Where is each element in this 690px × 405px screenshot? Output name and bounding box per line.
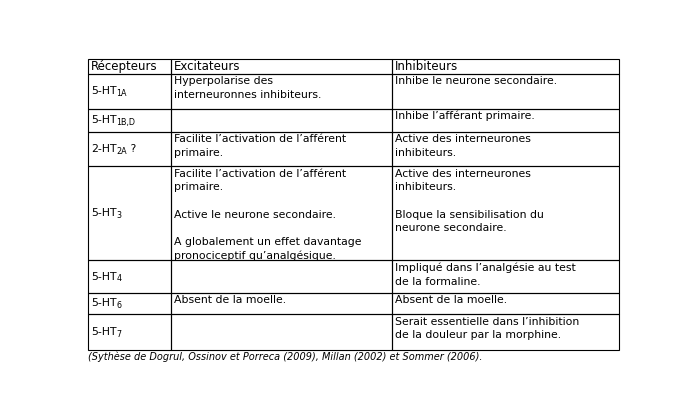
- Text: 7: 7: [117, 330, 121, 339]
- Text: 5-HT: 5-HT: [91, 271, 117, 281]
- Text: 5-HT: 5-HT: [91, 86, 117, 96]
- Text: Active des interneurones
inhibiteurs.

Bloque la sensibilisation du
neurone seco: Active des interneurones inhibiteurs. Bl…: [395, 169, 544, 233]
- Text: 2A: 2A: [117, 147, 127, 156]
- Text: Facilite l’activation de l’afférent
primaire.: Facilite l’activation de l’afférent prim…: [174, 134, 346, 158]
- Text: Serait essentielle dans l’inhibition
de la douleur par la morphine.: Serait essentielle dans l’inhibition de …: [395, 317, 579, 340]
- Text: Inhibe le neurone secondaire.: Inhibe le neurone secondaire.: [395, 76, 557, 86]
- Text: Inhibe l’afférant primaire.: Inhibe l’afférant primaire.: [395, 111, 535, 122]
- Text: Facilite l’activation de l’afférent
primaire.

Active le neurone secondaire.

A : Facilite l’activation de l’afférent prim…: [174, 169, 362, 261]
- Text: 5-HT: 5-HT: [91, 115, 117, 125]
- Text: Inhibiteurs: Inhibiteurs: [395, 60, 458, 73]
- Text: Active des interneurones
inhibiteurs.: Active des interneurones inhibiteurs.: [395, 134, 531, 158]
- Text: Impliqué dans l’analgésie au test
de la formaline.: Impliqué dans l’analgésie au test de la …: [395, 263, 575, 287]
- Text: Récepteurs: Récepteurs: [91, 60, 157, 73]
- Text: Excitateurs: Excitateurs: [174, 60, 240, 73]
- Text: 1B,D: 1B,D: [117, 118, 135, 127]
- Text: 6: 6: [117, 301, 121, 310]
- Text: 3: 3: [117, 211, 121, 220]
- Text: 4: 4: [117, 274, 121, 283]
- Text: Absent de la moelle.: Absent de la moelle.: [395, 295, 507, 305]
- Text: ?: ?: [127, 144, 137, 154]
- Text: 5-HT: 5-HT: [91, 209, 117, 218]
- Text: 5-HT: 5-HT: [91, 327, 117, 337]
- Text: (Sythèse de Dogrul, Ossinov et Porreca (2009), Millan (2002) et Sommer (2006).: (Sythèse de Dogrul, Ossinov et Porreca (…: [88, 352, 482, 362]
- Text: 2-HT: 2-HT: [91, 144, 117, 154]
- Text: 1A: 1A: [117, 89, 127, 98]
- Text: Hyperpolarise des
interneuronnes inhibiteurs.: Hyperpolarise des interneuronnes inhibit…: [174, 76, 322, 100]
- Text: 5-HT: 5-HT: [91, 298, 117, 309]
- Text: Absent de la moelle.: Absent de la moelle.: [174, 295, 286, 305]
